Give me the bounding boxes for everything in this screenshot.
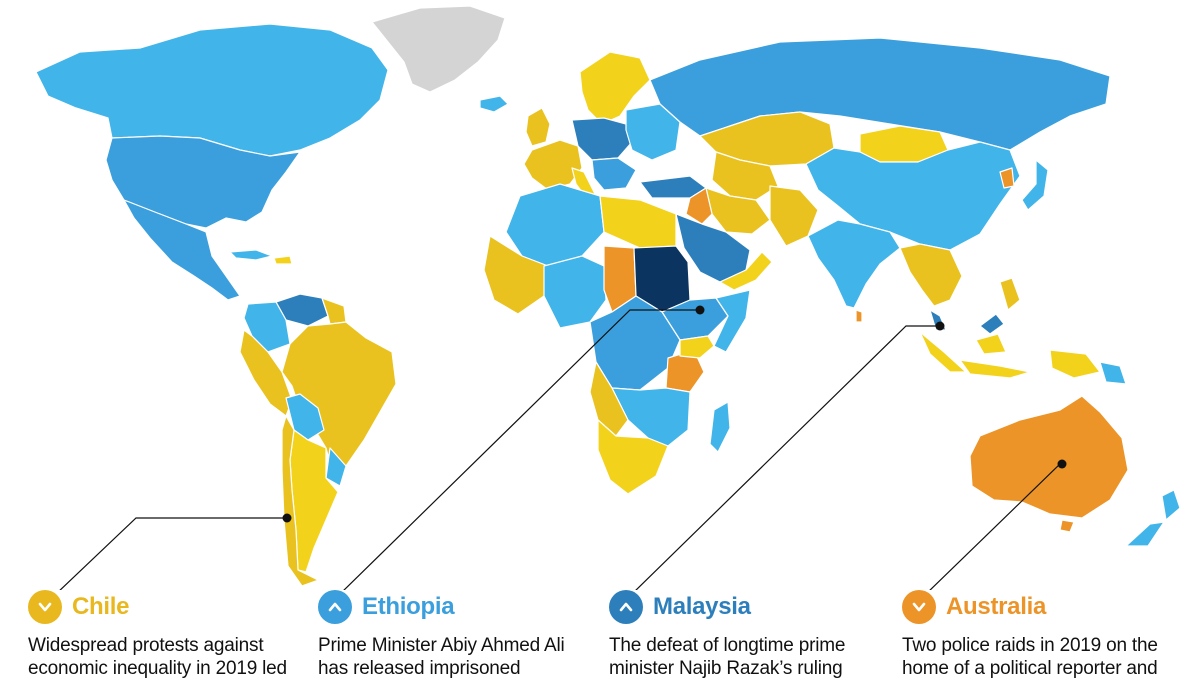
- toggle-button-chile[interactable]: [28, 590, 62, 624]
- region-kenya[interactable]: [679, 335, 715, 359]
- leader-line-chile: [59, 517, 287, 590]
- region-paraguay-uruguay[interactable]: [325, 447, 347, 487]
- region-indochina[interactable]: [899, 243, 963, 307]
- region-tasmania[interactable]: [1059, 519, 1075, 533]
- callout-malaysia: Malaysia The defeat of longtime prime mi…: [609, 590, 879, 680]
- region-iceland[interactable]: [479, 95, 509, 113]
- chevron-up-icon: [619, 602, 633, 612]
- callout-description: The defeat of longtime prime minister Na…: [609, 635, 846, 679]
- region-papua[interactable]: [1049, 349, 1101, 379]
- callout-ethiopia: Ethiopia Prime Minister Abiy Ahmed Ali h…: [318, 590, 588, 680]
- marker-malaysia: [935, 321, 945, 331]
- region-indonesia[interactable]: [919, 331, 1031, 379]
- chevron-down-icon: [38, 602, 52, 612]
- chevron-down-icon: [912, 602, 926, 612]
- marker-ethiopia: [695, 305, 705, 315]
- region-cuba[interactable]: [229, 249, 273, 261]
- region-canada[interactable]: [35, 23, 389, 157]
- region-western-europe[interactable]: [523, 139, 583, 191]
- marker-australia: [1057, 459, 1067, 469]
- callout-description: Two police raids in 2019 on the home of …: [902, 635, 1158, 679]
- region-chile[interactable]: [281, 415, 331, 587]
- region-india[interactable]: [807, 219, 901, 309]
- region-west-africa[interactable]: [543, 255, 607, 329]
- callout-description: Prime Minister Abiy Ahmed Ali has releas…: [318, 635, 565, 679]
- leader-line-malaysia: [635, 325, 940, 590]
- region-korea[interactable]: [999, 167, 1015, 189]
- country-name: Ethiopia: [362, 593, 455, 620]
- region-sri-lanka[interactable]: [855, 309, 863, 323]
- region-egypt-libya[interactable]: [599, 195, 677, 249]
- region-uk[interactable]: [525, 107, 551, 147]
- marker-chile: [282, 513, 292, 523]
- region-china[interactable]: [805, 141, 1021, 251]
- region-mexico[interactable]: [123, 199, 241, 301]
- region-iran[interactable]: [705, 187, 771, 235]
- callout-australia: Australia Two police raids in 2019 on th…: [902, 590, 1172, 680]
- region-stans[interactable]: [711, 151, 779, 201]
- region-png-east[interactable]: [1099, 361, 1127, 385]
- region-central-europe[interactable]: [571, 117, 633, 161]
- region-scandinavia[interactable]: [579, 51, 651, 125]
- world-map: [35, 5, 1181, 590]
- region-japan[interactable]: [1021, 159, 1049, 211]
- chevron-up-icon: [328, 602, 342, 612]
- toggle-button-malaysia[interactable]: [609, 590, 643, 624]
- region-balkans[interactable]: [591, 157, 637, 191]
- region-sahel-west[interactable]: [483, 235, 549, 315]
- region-australia[interactable]: [969, 395, 1129, 519]
- region-yemen-oman[interactable]: [719, 251, 773, 291]
- region-malaysia[interactable]: [929, 309, 1005, 335]
- region-new-zealand[interactable]: [1125, 489, 1181, 547]
- region-madagascar[interactable]: [709, 401, 731, 453]
- region-iraq-syria[interactable]: [685, 187, 713, 225]
- leader-line-ethiopia: [343, 309, 700, 590]
- country-name: Chile: [72, 593, 130, 620]
- region-south-africa[interactable]: [597, 419, 669, 495]
- region-philippines[interactable]: [999, 277, 1021, 311]
- region-hispaniola[interactable]: [273, 255, 293, 265]
- toggle-button-australia[interactable]: [902, 590, 936, 624]
- region-southern-africa[interactable]: [611, 387, 691, 447]
- toggle-button-ethiopia[interactable]: [318, 590, 352, 624]
- region-horn-somalia[interactable]: [713, 289, 751, 353]
- region-north-africa-west[interactable]: [505, 183, 605, 267]
- callout-chile: Chile Widespread protests against econom…: [28, 590, 298, 680]
- region-greenland[interactable]: [371, 5, 506, 93]
- callout-description: Widespread protests against economic ine…: [28, 635, 287, 679]
- country-name: Australia: [946, 593, 1047, 620]
- country-name: Malaysia: [653, 593, 751, 620]
